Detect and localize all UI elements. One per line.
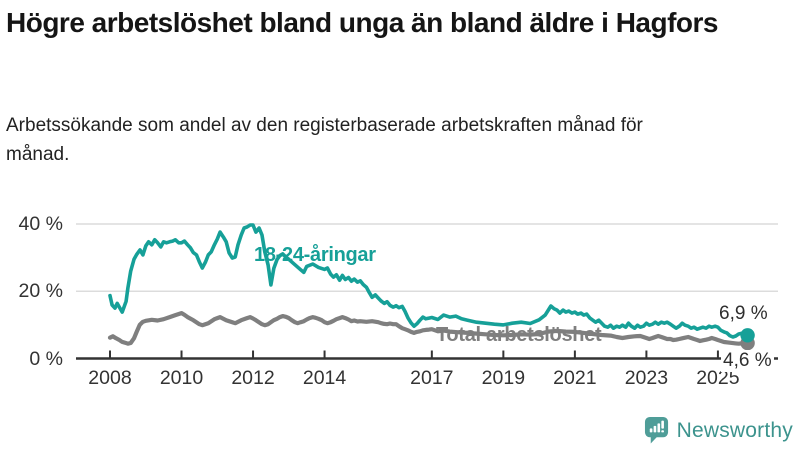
chart-title: Högre arbetslöshet bland unga än bland ä…: [6, 7, 719, 38]
x-tick-label: 2021: [553, 367, 597, 389]
y-tick-label: 0 %: [29, 347, 63, 370]
series-label-total: Total arbetslöshet: [436, 324, 602, 346]
logo-bars-icon: [649, 420, 664, 433]
chart-subtitle: Arbetssökande som andel av den registerb…: [6, 115, 643, 165]
x-tick-label: 2023: [624, 367, 669, 389]
x-tick-label: 2010: [159, 367, 204, 389]
end-value-label-young: 6,9 %: [719, 303, 768, 324]
end-value-label-total: 4,6 %: [721, 350, 774, 372]
x-tick-label: 2025: [696, 367, 740, 389]
x-tick-label: 2014: [302, 367, 347, 389]
newsworthy-logo: Newsworthy: [644, 416, 793, 445]
x-tick-label: 2008: [88, 367, 132, 389]
newsworthy-logo-text: Newsworthy: [676, 418, 793, 442]
y-tick-label: 40 %: [18, 213, 63, 235]
x-tick-label: 2019: [481, 367, 526, 389]
y-tick-label: 20 %: [18, 280, 63, 303]
x-tick-label: 2017: [410, 367, 454, 389]
x-tick-label: 2012: [231, 367, 275, 389]
newsworthy-logo-icon: [644, 417, 668, 444]
series-label-young: 18-24-åringar: [254, 244, 376, 266]
